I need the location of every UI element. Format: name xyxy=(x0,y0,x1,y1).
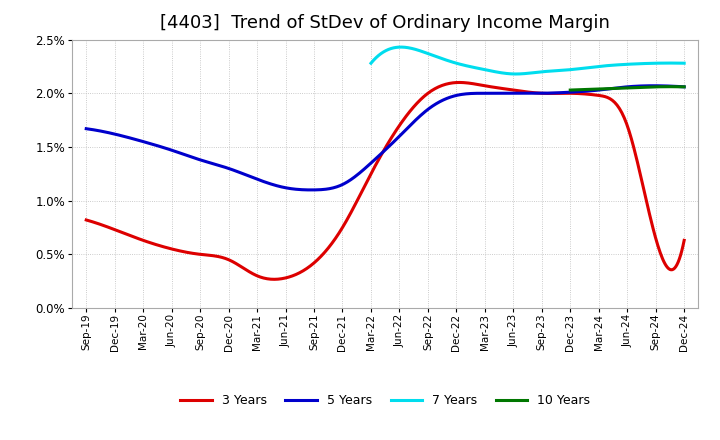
5 Years xyxy=(439,97,448,103)
10 Years xyxy=(566,88,575,93)
10 Years xyxy=(680,84,688,89)
3 Years xyxy=(82,217,91,223)
5 Years xyxy=(367,160,376,165)
Line: 5 Years: 5 Years xyxy=(86,86,684,190)
10 Years xyxy=(660,84,668,89)
Title: [4403]  Trend of StDev of Ordinary Income Margin: [4403] Trend of StDev of Ordinary Income… xyxy=(161,15,610,33)
3 Years xyxy=(407,107,415,113)
Line: 10 Years: 10 Years xyxy=(570,87,684,90)
3 Years xyxy=(575,91,583,96)
Line: 3 Years: 3 Years xyxy=(86,82,684,279)
3 Years xyxy=(371,164,379,169)
3 Years xyxy=(454,80,463,85)
3 Years xyxy=(680,238,688,243)
3 Years xyxy=(439,82,448,88)
5 Years xyxy=(649,83,657,88)
7 Years xyxy=(397,44,405,50)
7 Years xyxy=(512,71,521,77)
Legend: 3 Years, 5 Years, 7 Years, 10 Years: 3 Years, 5 Years, 7 Years, 10 Years xyxy=(176,389,595,412)
5 Years xyxy=(407,122,415,127)
5 Years xyxy=(307,187,316,193)
10 Years xyxy=(634,85,642,90)
5 Years xyxy=(371,157,379,162)
5 Years xyxy=(573,89,582,95)
7 Years xyxy=(518,71,527,77)
3 Years xyxy=(270,277,279,282)
5 Years xyxy=(680,84,688,89)
10 Years xyxy=(621,85,629,91)
5 Years xyxy=(668,84,677,89)
10 Years xyxy=(620,85,629,91)
7 Years xyxy=(366,61,375,66)
10 Years xyxy=(628,85,636,90)
Line: 7 Years: 7 Years xyxy=(371,47,684,74)
3 Years xyxy=(668,267,677,272)
7 Years xyxy=(674,60,683,66)
7 Years xyxy=(554,68,563,73)
5 Years xyxy=(82,126,91,132)
3 Years xyxy=(367,170,376,176)
10 Years xyxy=(678,84,686,89)
7 Years xyxy=(517,71,526,77)
7 Years xyxy=(537,69,546,74)
10 Years xyxy=(666,84,675,89)
7 Years xyxy=(625,62,634,67)
7 Years xyxy=(680,61,688,66)
